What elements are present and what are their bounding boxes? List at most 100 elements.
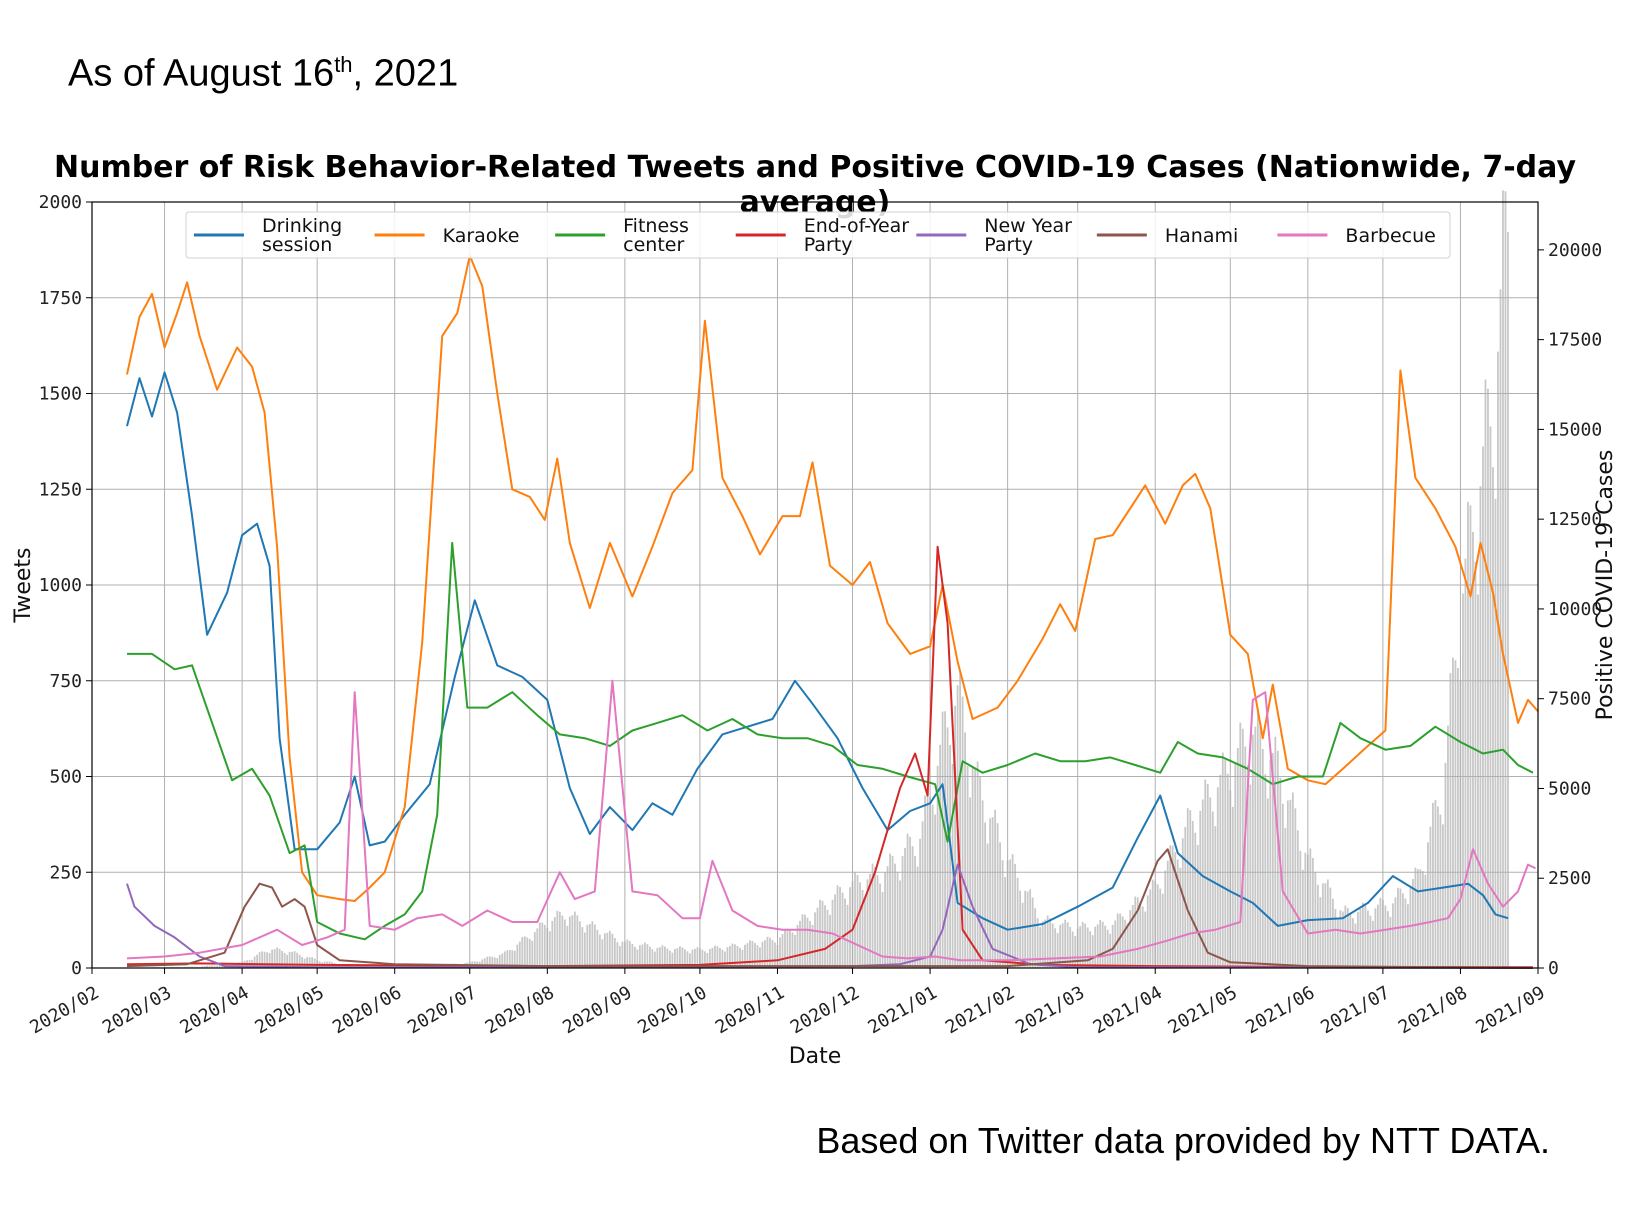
cases-bar [986,843,989,968]
cases-bar [633,946,636,968]
cases-bar [671,952,674,968]
cases-bar [1126,923,1129,968]
y2-tick-label: 7500 [1548,689,1591,710]
grid-layer [91,201,1539,969]
x-tick-label: 2021/01 [864,982,940,1038]
cases-bar [751,941,754,968]
cases-bar [856,874,859,968]
cases-bar [196,966,198,968]
cases-bar [1186,808,1189,968]
cases-bar [1146,895,1149,968]
cases-bar [201,966,203,968]
x-tick-label: 2020/03 [99,982,175,1038]
cases-bar [694,948,696,968]
cases-bar [814,912,816,968]
cases-bar [1054,928,1057,968]
cases-bar [691,949,694,968]
cases-bar [791,932,794,968]
cases-bar [1374,908,1377,968]
cases-bar [608,930,611,968]
x-tick-label: 2020/06 [329,982,405,1038]
cases-bar [1174,852,1177,968]
cases-bar [1477,594,1479,968]
cases-bar [551,920,554,968]
cases-bar [1131,905,1134,968]
cases-bar [1507,231,1509,968]
cases-bar [711,947,714,968]
series-line-fitness [127,541,1534,941]
cases-bar [626,939,629,968]
cases-bar [651,949,654,968]
cases-bar [1056,933,1059,968]
cases-bar [1021,902,1024,968]
cases-bar [886,866,889,968]
cases-bar [1344,905,1347,968]
cases-bar [488,956,491,968]
cases-bar [756,945,759,968]
cases-bar [931,804,934,968]
cases-bar [186,966,188,968]
cases-bar [1159,888,1162,968]
cases-bar [1274,736,1277,968]
cases-bar [266,952,269,968]
cases-bar [578,921,581,968]
cases-bar [278,948,281,968]
cases-bar [1124,919,1127,968]
cases-bar [658,947,661,968]
cases-bar [336,964,339,968]
cases-bar [1071,931,1074,968]
cases-bar [1407,904,1409,968]
cases-bar [598,934,601,968]
cases-bar [1224,758,1227,968]
cases-bar [1469,505,1472,968]
cases-bar [593,924,596,968]
cases-bar [844,898,846,968]
cases-bar [1427,842,1429,968]
cases-bar [806,917,809,968]
legend: Drinking session Karaoke Fitness center End-o… [185,211,1451,259]
cases-bar [1236,748,1239,968]
x-tick-label: 2020/10 [634,982,710,1038]
cases-bar [638,945,641,968]
cases-bar [704,951,706,968]
cases-bar [1444,762,1447,968]
cases-bar [618,945,621,968]
cases-bar [1234,762,1237,968]
cases-bar [531,940,534,968]
cases-bar [1164,870,1167,968]
cases-bar [1384,905,1387,968]
y-tick-label: 1750 [39,288,82,309]
cases-bar [1176,859,1179,968]
cases-bar [879,883,881,968]
cases-bar [1011,854,1014,968]
cases-bar [1419,869,1422,968]
cases-bar [536,928,539,968]
cases-bar [1341,911,1344,968]
cases-bar [548,931,551,968]
cases-bar [729,945,731,968]
cases-bar [1231,806,1234,968]
y-axis-label: Tweets [11,548,36,624]
legend-frame [185,211,1451,259]
cases-bar [1482,446,1484,968]
cases-bar [191,966,193,968]
cases-bar [193,966,196,968]
cases-bar [736,946,739,968]
cases-bar [894,863,896,968]
cases-bar [303,958,306,968]
cases-bar [1261,748,1264,968]
series-line-barbecue [126,679,1536,962]
cases-bar [1156,884,1159,968]
cases-bar [1271,753,1274,968]
cases-bar [954,705,956,968]
x-tick-label: 2020/02 [26,982,102,1038]
cases-bar [721,949,724,968]
cases-bar [849,887,851,968]
cases-bar [1504,191,1507,968]
cases-bar [571,915,574,968]
cases-bar [846,904,849,968]
cases-bar [1389,916,1392,968]
cases-bar [1201,799,1204,968]
cases-bar [1166,860,1169,968]
cases-bar [1226,773,1229,968]
